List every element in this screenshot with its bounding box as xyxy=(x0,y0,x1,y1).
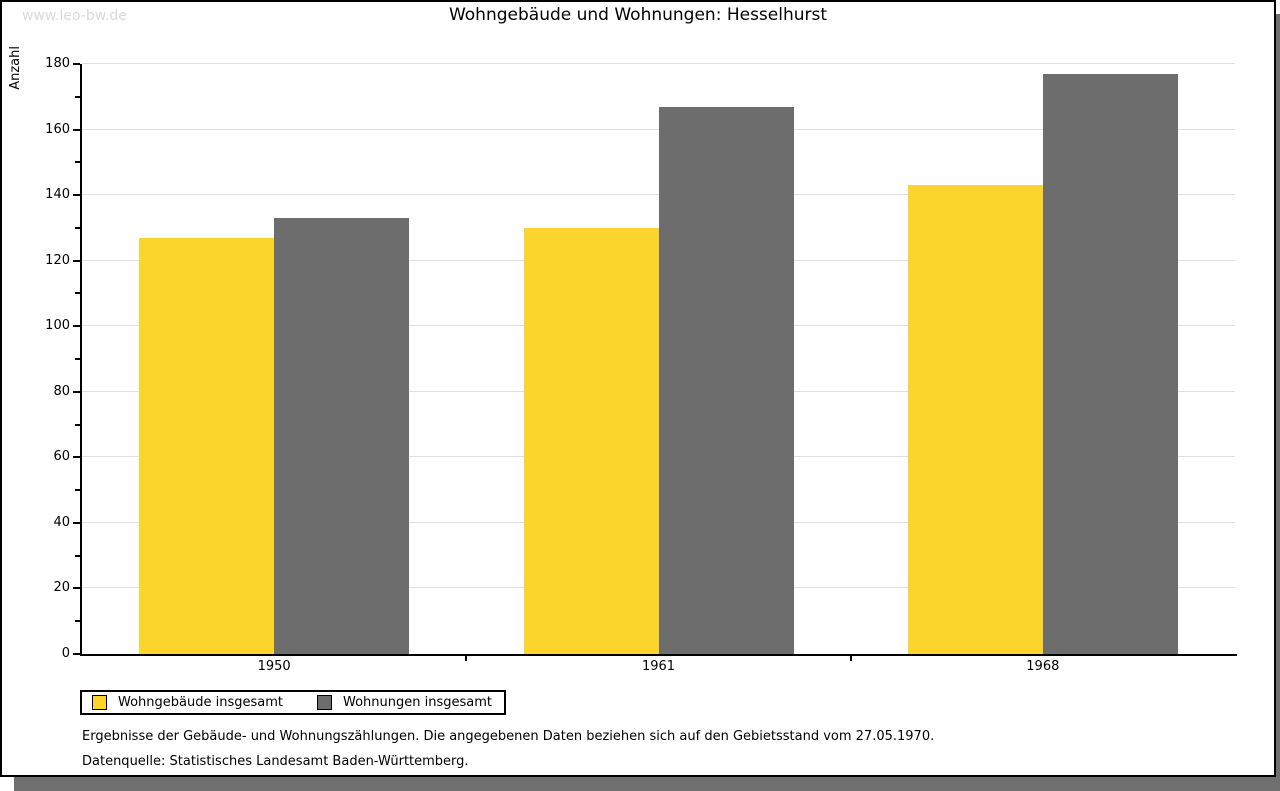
y-tick-major xyxy=(73,587,80,590)
y-tick-label: 140 xyxy=(45,187,70,203)
y-tick-major xyxy=(73,194,80,197)
y-tick-minor xyxy=(75,95,80,98)
y-tick-label: 80 xyxy=(53,383,70,399)
footnote-line2: Datenquelle: Statistisches Landesamt Bad… xyxy=(82,754,469,769)
y-tick-label: 40 xyxy=(53,514,70,530)
y-tick-minor xyxy=(75,554,80,557)
y-tick-minor xyxy=(75,161,80,164)
y-tick-minor xyxy=(75,423,80,426)
y-tick-label: 0 xyxy=(61,646,70,661)
chart-canvas: www.leo-bw.de Wohngebäude und Wohnungen:… xyxy=(0,0,1276,777)
x-boundary-tick xyxy=(849,654,852,661)
y-tick-minor xyxy=(75,226,80,229)
y-tick-major xyxy=(73,128,80,131)
x-tick-label: 1950 xyxy=(257,659,291,674)
x-axis-line xyxy=(80,654,1237,656)
x-tick-label: 1968 xyxy=(1026,659,1060,674)
y-tick-label: 160 xyxy=(45,121,70,137)
bar-wohnungen-1961 xyxy=(658,106,794,654)
x-tick-label: 1961 xyxy=(641,659,676,674)
legend-swatch-wohngebaeude xyxy=(92,695,107,710)
y-tick-major xyxy=(73,390,80,393)
y-tick-minor xyxy=(75,292,80,295)
bar-wohngebaeude-1961 xyxy=(523,227,659,654)
y-tick-label: 180 xyxy=(45,56,70,71)
y-tick-label: 60 xyxy=(53,449,70,465)
y-tick-major xyxy=(73,521,80,524)
y-tick-label: 20 xyxy=(53,580,70,596)
y-tick-minor xyxy=(75,489,80,492)
legend-label: Wohnungen insgesamt xyxy=(343,695,492,710)
y-axis-label: Anzahl xyxy=(8,46,23,90)
bar-wohnungen-1968 xyxy=(1042,73,1178,654)
x-boundary-tick xyxy=(465,654,468,661)
y-tick-label: 100 xyxy=(45,318,70,334)
bar-wohngebaeude-1968 xyxy=(907,185,1043,654)
y-tick-minor xyxy=(75,620,80,623)
chart-title: Wohngebäude und Wohnungen: Hesselhurst xyxy=(448,5,828,25)
legend-swatch-wohnungen xyxy=(317,695,332,710)
y-tick-major xyxy=(73,259,80,262)
gridline xyxy=(82,63,1235,64)
watermark: www.leo-bw.de xyxy=(22,8,127,24)
legend-item: Wohngebäude insgesamt xyxy=(92,695,283,710)
bar-wohngebaeude-1950 xyxy=(139,237,275,654)
y-tick-label: 120 xyxy=(45,252,70,268)
y-tick-minor xyxy=(75,358,80,360)
bar-wohnungen-1950 xyxy=(274,218,410,654)
legend-item: Wohnungen insgesamt xyxy=(317,695,492,710)
y-tick-major xyxy=(73,456,80,459)
y-axis-line xyxy=(80,64,82,656)
legend: Wohngebäude insgesamt Wohnungen insgesamt xyxy=(80,690,506,715)
y-tick-major xyxy=(73,653,80,655)
y-tick-major xyxy=(73,63,80,65)
y-tick-major xyxy=(73,325,80,328)
legend-label: Wohngebäude insgesamt xyxy=(118,695,283,710)
footnote-line1: Ergebnisse der Gebäude- und Wohnungszähl… xyxy=(82,729,935,744)
